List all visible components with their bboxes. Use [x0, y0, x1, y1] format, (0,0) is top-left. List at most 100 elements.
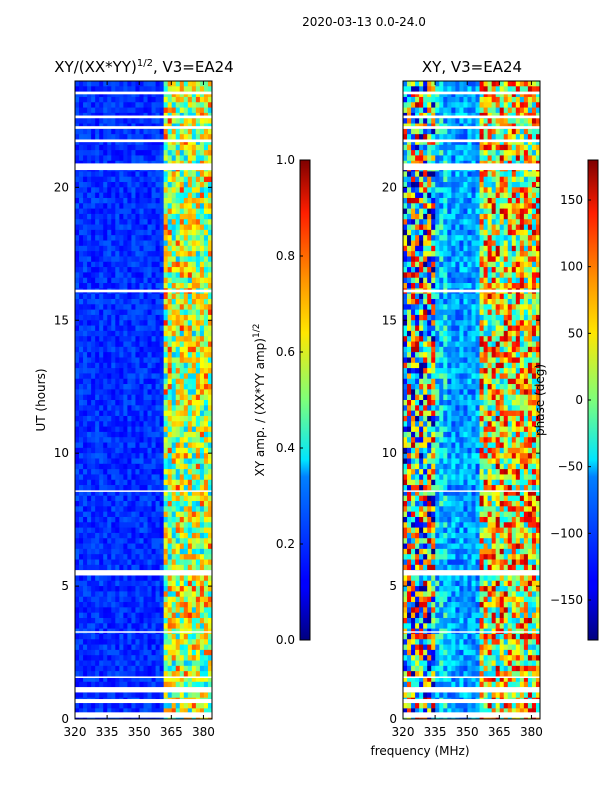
- heatmap-cell: [195, 128, 201, 135]
- heatmap-cell: [531, 128, 537, 135]
- heatmap-cell: [91, 676, 96, 683]
- heatmap-cell: [143, 293, 148, 300]
- heatmap-cell: [423, 187, 428, 194]
- heatmap-cell: [103, 442, 108, 449]
- heatmap-cell: [119, 400, 124, 406]
- heatmap-cell: [199, 325, 205, 332]
- heatmap-cell: [167, 81, 173, 87]
- heatmap-cell: [191, 421, 197, 427]
- heatmap-cell: [183, 612, 189, 619]
- heatmap-cell: [495, 107, 501, 114]
- heatmap-cell: [187, 91, 193, 98]
- heatmap-cell: [175, 134, 181, 140]
- heatmap-cell: [75, 559, 80, 566]
- heatmap-cell: [95, 623, 100, 630]
- heatmap-cell: [155, 362, 161, 369]
- heatmap-cell: [431, 171, 436, 178]
- heatmap-cell: [187, 378, 193, 385]
- heatmap-cell: [191, 245, 197, 252]
- heatmap-cell: [167, 192, 173, 199]
- heatmap-cell: [91, 564, 96, 571]
- heatmap-cell: [179, 171, 185, 178]
- heatmap-cell: [431, 134, 436, 140]
- heatmap-cell: [535, 96, 541, 103]
- heatmap-cell: [87, 479, 92, 486]
- heatmap-cell: [507, 81, 513, 87]
- heatmap-cell: [91, 660, 96, 667]
- heatmap-cell: [87, 309, 92, 316]
- heatmap-cell: [75, 516, 80, 523]
- heatmap-cell: [499, 192, 505, 199]
- heatmap-cell: [95, 229, 100, 236]
- heatmap-cell: [203, 176, 209, 183]
- heatmap-cell: [139, 251, 144, 257]
- heatmap-cell: [207, 639, 213, 645]
- heatmap-cell: [79, 421, 84, 427]
- heatmap-cell: [123, 187, 128, 194]
- heatmap-cell: [91, 591, 96, 598]
- heatmap-cell: [155, 245, 161, 252]
- heatmap-cell: [207, 325, 213, 332]
- heatmap-cell: [139, 208, 144, 215]
- heatmap-cell: [175, 256, 181, 263]
- heatmap-cell: [91, 224, 96, 231]
- heatmap-cell: [155, 384, 161, 390]
- heatmap-cell: [467, 86, 472, 93]
- heatmap-cell: [163, 118, 169, 124]
- heatmap-cell: [147, 633, 152, 640]
- heatmap-cell: [91, 527, 96, 534]
- heatmap-cell: [199, 516, 205, 523]
- heatmap-cell: [199, 267, 205, 273]
- heatmap-cell: [167, 633, 173, 640]
- heatmap-cell: [191, 596, 197, 603]
- heatmap-cell: [147, 192, 152, 199]
- heatmap-cell: [191, 554, 197, 560]
- heatmap-cell: [139, 532, 144, 539]
- heatmap-cell: [423, 81, 428, 87]
- heatmap-cell: [143, 532, 148, 539]
- heatmap-cell: [139, 203, 144, 209]
- heatmap-cell: [123, 458, 128, 465]
- heatmap-cell: [199, 458, 205, 465]
- heatmap-cell: [191, 463, 197, 470]
- heatmap-cell: [515, 203, 521, 209]
- heatmap-cell: [115, 708, 120, 715]
- heatmap-cell: [155, 501, 161, 507]
- heatmap-cell: [79, 155, 84, 162]
- heatmap-cell: [163, 139, 169, 146]
- heatmap-cell: [199, 240, 205, 247]
- heatmap-cell: [119, 453, 124, 459]
- heatmap-cell: [119, 128, 124, 135]
- heatmap-cell: [79, 134, 84, 140]
- heatmap-cell: [447, 118, 452, 124]
- heatmap-cell: [471, 171, 476, 178]
- heatmap-cell: [459, 150, 464, 156]
- heatmap-cell: [523, 171, 529, 178]
- heatmap-cell: [179, 320, 185, 326]
- heatmap-cell: [523, 197, 529, 204]
- heatmap-cell: [191, 639, 197, 645]
- heatmap-cell: [159, 144, 165, 151]
- heatmap-cell: [111, 384, 116, 390]
- heatmap-cell: [139, 229, 144, 236]
- heatmap-cell: [147, 240, 152, 247]
- heatmap-cell: [207, 107, 213, 114]
- heatmap-cell: [207, 586, 213, 592]
- heatmap-cell: [135, 692, 140, 699]
- heatmap-cell: [83, 272, 88, 279]
- heatmap-cell: [195, 341, 201, 348]
- heatmap-cell: [111, 208, 116, 215]
- heatmap-cell: [447, 96, 452, 103]
- heatmap-cell: [179, 665, 185, 672]
- heatmap-cell: [79, 251, 84, 257]
- heatmap-cell: [115, 655, 120, 661]
- heatmap-cell: [119, 421, 124, 427]
- heatmap-cell: [175, 320, 181, 326]
- heatmap-cell: [179, 91, 185, 98]
- heatmap-cell: [203, 591, 209, 598]
- heatmap-cell: [143, 586, 148, 592]
- heatmap-cell: [83, 617, 88, 624]
- heatmap-cell: [155, 676, 161, 683]
- heatmap-cell: [111, 607, 116, 614]
- heatmap-cell: [151, 261, 156, 268]
